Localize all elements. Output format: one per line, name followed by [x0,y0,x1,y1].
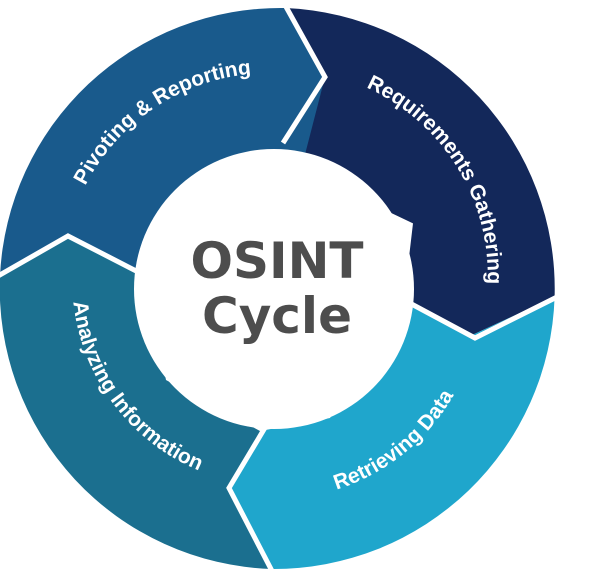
segment-separators [0,4,559,573]
segment-pivoting-reporting [0,7,325,276]
segment-requirements-gathering [285,8,555,336]
segment-retrieving-data [229,297,555,570]
center-title-line-1: OSINT [190,232,363,290]
center-circle [134,149,414,429]
center-title-line-2: Cycle [202,287,352,345]
segment-analyzing-information [0,236,272,569]
